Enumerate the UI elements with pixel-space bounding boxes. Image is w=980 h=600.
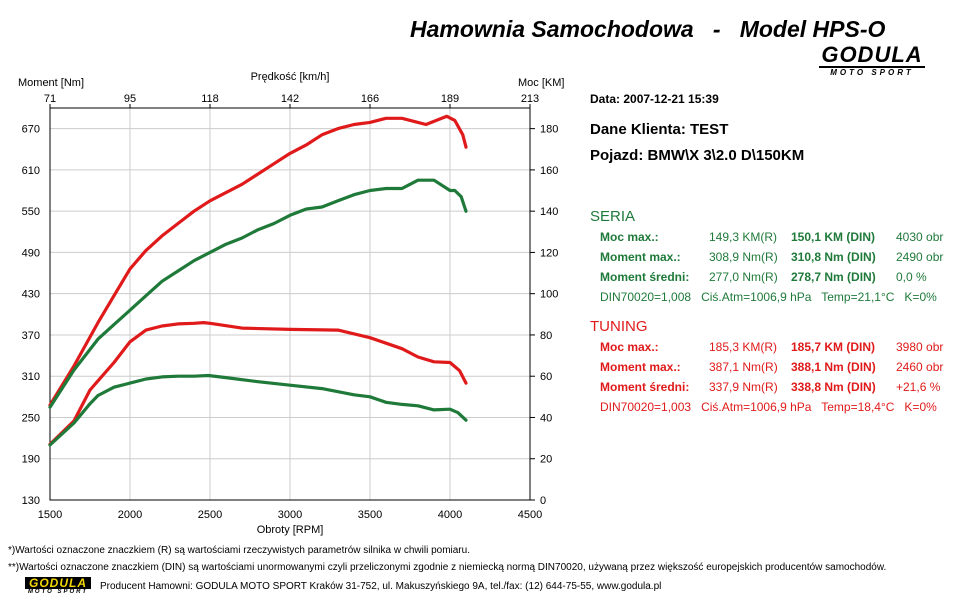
top-tick-label: 189	[441, 93, 459, 105]
plot-border	[49, 107, 531, 501]
seria-row-torque: Moment max.: 308,9 Nm(R) 310,8 Nm (DIN) …	[0, 250, 980, 268]
top-tick-label: 71	[44, 93, 56, 105]
x-tick-label: 2500	[198, 509, 222, 521]
row-value-rpm: 0,0 %	[896, 270, 927, 284]
page-title: Hamownia Samochodowa - Model HPS-O	[410, 16, 886, 42]
x-tick-label: 1500	[38, 509, 62, 521]
tuning-row-avg-torque: Moment średni: 337,9 Nm(R) 338,8 Nm (DIN…	[0, 380, 980, 398]
x-tick-label: 3000	[278, 509, 302, 521]
y-left-tick-label: 190	[22, 454, 40, 466]
row-value-din: 310,8 Nm (DIN)	[791, 250, 876, 264]
row-value-din: 338,8 Nm (DIN)	[791, 380, 876, 394]
y-right-tick-label: 100	[540, 289, 558, 301]
top-tick-label: 166	[361, 93, 379, 105]
y-left-tick-label: 430	[22, 289, 40, 301]
row-value-r: 185,3 KM(R)	[709, 340, 778, 354]
series-line-tuning-power	[48, 114, 468, 407]
y-right-axis-label: Moc [KM]	[518, 77, 564, 89]
row-value-rpm: 2490 obr	[896, 250, 944, 264]
seria-row-avg-torque: Moment średni: 277,0 Nm(R) 278,7 Nm (DIN…	[0, 270, 980, 288]
top-tick-label: 142	[281, 93, 299, 105]
y-right-tick-label: 180	[540, 124, 558, 136]
logo-text: GODULA	[25, 577, 91, 589]
y-left-tick-label: 310	[22, 371, 40, 383]
y-right-tick-label: 120	[540, 247, 558, 259]
top-tick-label: 95	[124, 93, 136, 105]
row-value-din: 185,7 KM (DIN)	[791, 340, 876, 354]
row-value-r: 277,0 Nm(R)	[709, 270, 778, 284]
vehicle-name: Pojazd: BMW\X 3\2.0 D\150KM	[590, 147, 805, 164]
y-right-tick-label: 0	[540, 495, 546, 507]
y-left-tick-label: 670	[22, 124, 40, 136]
row-label: Moment max.:	[600, 250, 681, 264]
series-line-tuning-torque	[48, 321, 468, 446]
x-top-axis-label: Prędkość [km/h]	[251, 71, 330, 83]
y-left-tick-label: 370	[22, 330, 40, 342]
row-value-r: 337,9 Nm(R)	[709, 380, 778, 394]
logo-text: GODULA	[819, 42, 925, 68]
x-tick-label: 4000	[438, 509, 462, 521]
x-axis-label: Obroty [RPM]	[257, 524, 324, 536]
y-left-tick-label: 130	[22, 495, 40, 507]
godula-logo: GODULA MOTO SPORT	[812, 44, 932, 77]
seria-heading: SERIA	[590, 208, 636, 225]
x-tick-label: 3500	[358, 509, 382, 521]
din-conditions: DIN70020=1,008 Ciś.Atm=1006,9 hPa Temp=2…	[600, 290, 937, 304]
row-value-rpm: 2460 obr	[896, 360, 944, 374]
row-value-r: 149,3 KM(R)	[709, 230, 778, 244]
top-tick-label: 213	[521, 93, 539, 105]
row-value-rpm: 4030 obr	[896, 230, 944, 244]
row-label: Moc max.:	[600, 230, 659, 244]
producer-info: Producent Hamowni: GODULA MOTO SPORT Kra…	[100, 581, 662, 592]
row-label: Moment max.:	[600, 360, 681, 374]
footnote-din: **)Wartości oznaczone znaczkiem (DIN) są…	[8, 562, 887, 573]
test-date: Data: 2007-12-21 15:39	[590, 92, 719, 106]
y-right-tick-label: 140	[540, 206, 558, 218]
y-left-tick-label: 610	[22, 165, 40, 177]
row-value-rpm: +21,6 %	[896, 380, 941, 394]
y-left-tick-label: 490	[22, 247, 40, 259]
row-label: Moment średni:	[600, 270, 690, 284]
tuning-row-power: Moc max.: 185,3 KM(R) 185,7 KM (DIN) 398…	[0, 340, 980, 358]
tuning-row-torque: Moment max.: 387,1 Nm(R) 388,1 Nm (DIN) …	[0, 360, 980, 378]
tuning-heading: TUNING	[590, 318, 648, 335]
top-tick-label: 118	[201, 93, 219, 105]
row-value-din: 278,7 Nm (DIN)	[791, 270, 876, 284]
y-right-tick-label: 160	[540, 165, 558, 177]
row-label: Moment średni:	[600, 380, 690, 394]
row-label: Moc max.:	[600, 340, 659, 354]
x-tick-label: 2000	[118, 509, 142, 521]
din-conditions: DIN70020=1,003 Ciś.Atm=1006,9 hPa Temp=1…	[600, 400, 937, 414]
seria-row-power: Moc max.: 149,3 KM(R) 150,1 KM (DIN) 403…	[0, 230, 980, 248]
tuning-din-line: DIN70020=1,003 Ciś.Atm=1006,9 hPa Temp=1…	[0, 400, 980, 418]
series-line-seria-torque	[48, 373, 468, 447]
series-line-seria-power	[48, 178, 468, 409]
y-right-tick-label: 80	[540, 330, 552, 342]
y-left-tick-label: 550	[22, 206, 40, 218]
client-name: Dane Klienta: TEST	[590, 121, 729, 138]
logo-subtext: MOTO SPORT	[830, 68, 914, 77]
seria-din-line: DIN70020=1,008 Ciś.Atm=1006,9 hPa Temp=2…	[0, 290, 980, 308]
logo-subtext: MOTO SPORT	[27, 589, 89, 595]
row-value-din: 150,1 KM (DIN)	[791, 230, 876, 244]
x-tick-label: 4500	[518, 509, 542, 521]
y-right-tick-label: 40	[540, 412, 552, 424]
footnote-r: *)Wartości oznaczone znaczkiem (R) są wa…	[8, 545, 470, 556]
godula-logo-small: GODULA MOTO SPORT	[20, 577, 96, 595]
row-value-r: 387,1 Nm(R)	[709, 360, 778, 374]
y-right-tick-label: 20	[540, 454, 552, 466]
y-left-axis-label: Moment [Nm]	[18, 77, 84, 89]
y-right-tick-label: 60	[540, 371, 552, 383]
row-value-r: 308,9 Nm(R)	[709, 250, 778, 264]
y-left-tick-label: 250	[22, 412, 40, 424]
row-value-rpm: 3980 obr	[896, 340, 944, 354]
row-value-din: 388,1 Nm (DIN)	[791, 360, 876, 374]
